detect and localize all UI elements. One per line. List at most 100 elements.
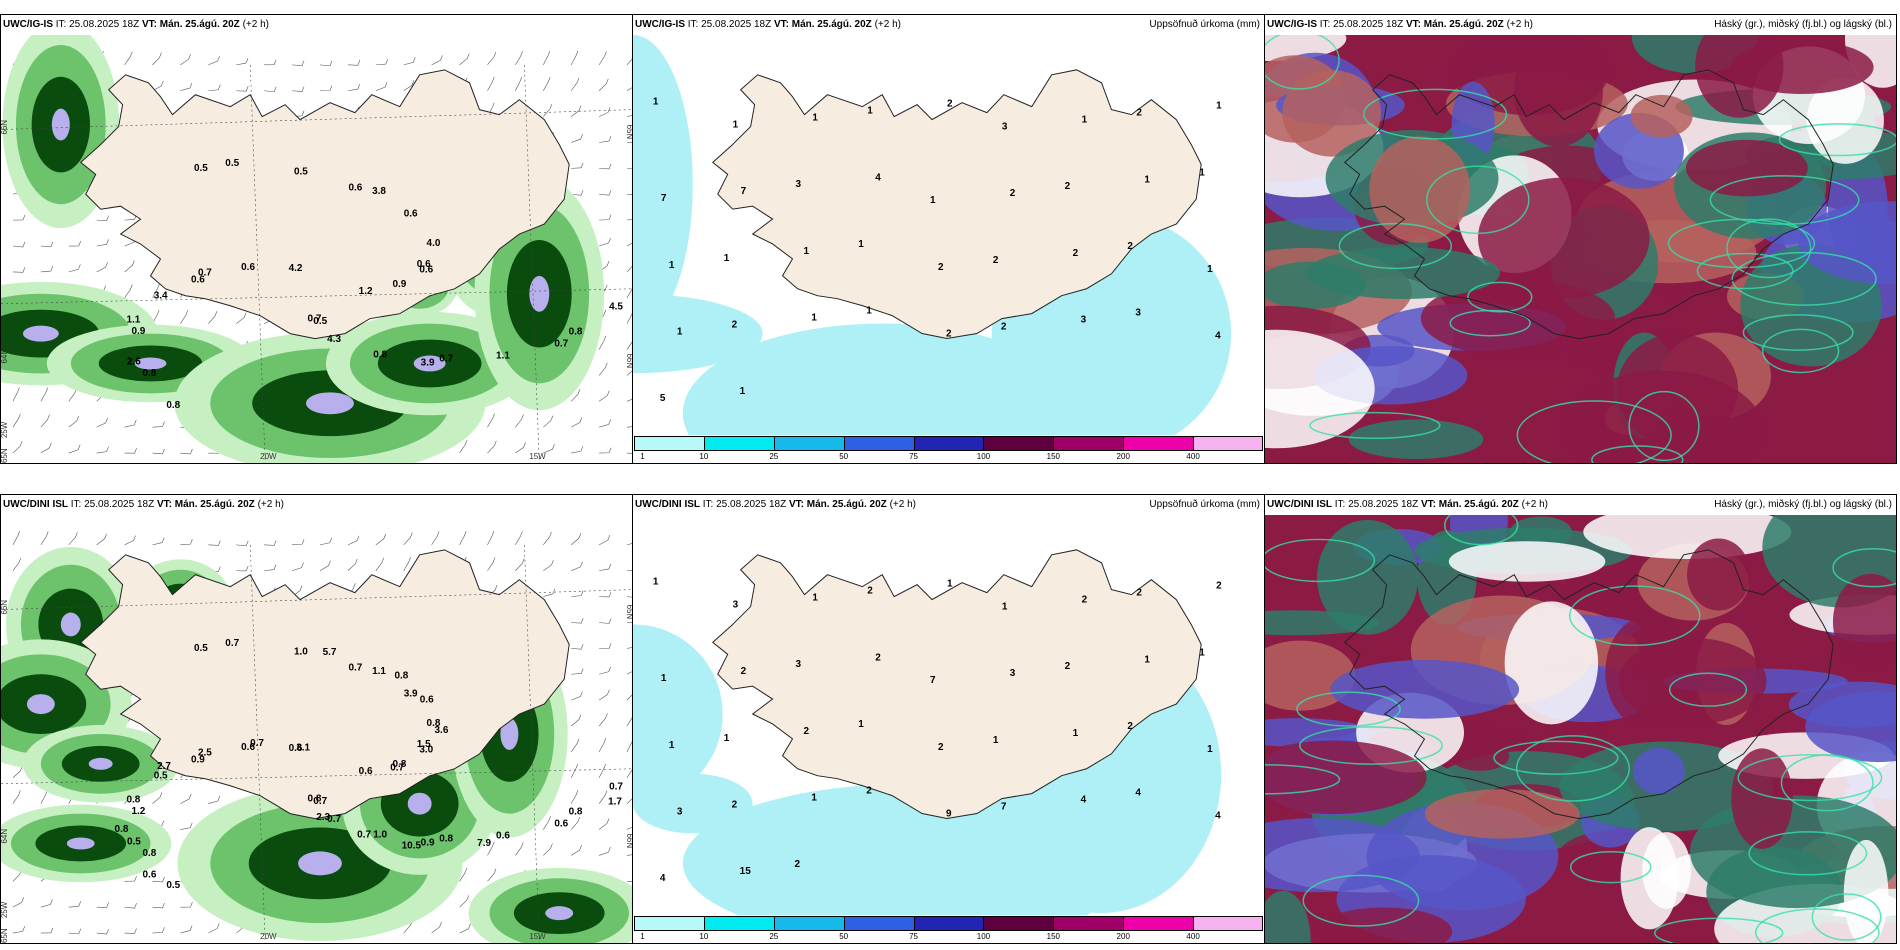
precip-value-label: 1.2 — [359, 286, 373, 297]
wind-barb — [515, 558, 525, 571]
wind-barb — [236, 565, 249, 572]
precip-value-label: 0.8 — [166, 400, 180, 411]
sea-precip-area — [633, 293, 763, 374]
precip-value-label: 3.9 — [404, 689, 418, 700]
precip-value-label: 1.1 — [372, 666, 386, 677]
wind-map-svg: 0.60.80.70.80.91.50.70.50.81.23.91.00.60… — [1, 530, 632, 943]
precip-value-label: 1 — [724, 733, 730, 744]
precip-value-label: 2 — [803, 726, 809, 737]
wind-barb — [152, 283, 160, 298]
axis-label: 65N — [1, 928, 9, 943]
coast-line — [711, 69, 1202, 339]
cloud-edge — [1467, 281, 1533, 313]
colorbar-tick: 400 — [1186, 452, 1200, 461]
precip-value-label: 2 — [1073, 248, 1079, 259]
wind-barb — [236, 57, 249, 66]
it-label: IT: — [1334, 499, 1346, 510]
cloud-edge — [1742, 314, 1854, 351]
wind-barb — [152, 792, 163, 804]
wind-barb — [543, 588, 556, 597]
wind-barb — [68, 416, 79, 428]
model-name: UWC/DINI ISL — [635, 499, 700, 510]
colorbar-swatch — [1123, 436, 1194, 451]
axis-label: 25W — [1, 421, 9, 438]
wind-barb — [487, 868, 497, 882]
precip-value-label: 4 — [660, 873, 666, 884]
precip-value-label: 1 — [811, 793, 817, 804]
cloud-patch — [1448, 541, 1606, 582]
precip-value-label: 1 — [858, 239, 864, 250]
colorbar-tick: 50 — [839, 932, 849, 941]
precip-value-label: 0.6 — [143, 869, 157, 880]
precip-value-label: 0.5 — [194, 643, 208, 654]
wind-barb — [124, 419, 137, 428]
wind-barb — [571, 561, 583, 572]
wind-precip-panel-igis: UWC/IG-IS IT: 25.08.2025 18Z VT: Mán. 25… — [0, 14, 633, 464]
wind-barb — [347, 83, 361, 92]
panel-header: UWC/DINI ISL IT: 25.08.2025 18Z VT: Mán.… — [633, 495, 1264, 515]
cloud-patch — [1265, 740, 1427, 815]
axis-label: 64N — [1, 829, 9, 844]
wind-barb — [598, 534, 611, 546]
axis-labels: 66N 64N 65N 25W 20W 15W 65N 66N — [1, 600, 632, 943]
colorbar-frame — [634, 436, 1263, 451]
precip-value-label: 0.8 — [127, 794, 141, 805]
wind-barb — [68, 240, 82, 247]
precip-value-label: 0.7 — [327, 814, 341, 825]
cloud-edge — [1778, 123, 1896, 157]
wind-barb — [264, 540, 277, 546]
wind-barb — [543, 843, 553, 856]
wind-barb — [487, 413, 495, 428]
precip-value-label: 1 — [1144, 174, 1150, 185]
wind-barb — [68, 532, 78, 546]
wind-map-svg: 1.20.80.60.70.60.60.50.50.80.90.60.80.60… — [1, 35, 632, 463]
cloud-edge — [1754, 908, 1880, 943]
precip-value-label: 3 — [1010, 668, 1016, 679]
wind-barb — [40, 387, 49, 402]
wind-barb — [599, 618, 612, 624]
precip-value-label: 2 — [732, 320, 738, 331]
axis-label: 66N — [625, 834, 632, 849]
precip-value-label: 3.4 — [154, 291, 168, 302]
wind-barb — [570, 816, 581, 830]
precip-value-label: 0.6 — [419, 265, 433, 276]
wind-precip-panel-dini: UWC/DINI ISL IT: 25.08.2025 18Z VT: Mán.… — [0, 494, 633, 944]
it-value: 25.08.2025 18Z — [1333, 19, 1404, 30]
precip-value-label: 0.9 — [421, 837, 435, 848]
latitude-line — [1, 109, 632, 130]
it-value: 25.08.2025 18Z — [701, 19, 772, 30]
colorbar-tick: 400 — [1186, 932, 1200, 941]
cloud-patch — [1306, 247, 1500, 300]
precip-intense — [66, 837, 95, 850]
cloud-edge — [1265, 538, 1376, 583]
colorbar-tick: 200 — [1116, 452, 1130, 461]
cloud-edge — [1696, 252, 1794, 290]
precip-value-label: 2 — [1082, 595, 1088, 606]
latitude-line — [1, 589, 632, 610]
wind-barb — [459, 531, 467, 546]
wind-barb — [431, 531, 440, 546]
land-mass — [80, 69, 570, 339]
precip-value-label: 0.8 — [569, 806, 583, 817]
colorbar-swatch — [1193, 916, 1263, 931]
precip-value-label: 0.7 — [609, 781, 623, 792]
cloud-patch — [1798, 201, 1896, 285]
axis-label: 65N — [625, 125, 632, 140]
wind-map: 0.6 0.8 0.7 0.8 0.9 1.5 0.7 0.5 0.8 1.2 3.9 1.0 0.6 0… — [1, 515, 632, 943]
precip-value-label: 0.6 — [348, 183, 362, 194]
cloud-patch — [1316, 519, 1419, 635]
colorbar-tick: 25 — [769, 452, 779, 461]
cloud-edge — [1296, 691, 1401, 727]
wind-barb — [124, 284, 133, 298]
wind-barb — [292, 539, 305, 546]
wind-barb — [208, 55, 220, 66]
wind-barb — [626, 880, 632, 882]
colorbar-swatch — [773, 916, 844, 931]
wind-barb — [515, 414, 524, 428]
cloud-edge — [1628, 390, 1700, 462]
wind-barb — [515, 531, 523, 546]
iceland-land — [712, 549, 1202, 819]
wind-barb — [12, 897, 25, 908]
wind-barb — [515, 51, 523, 66]
cloud-title: Háský (gr.), miðský (fj.bl.) og lágský (… — [1714, 499, 1892, 510]
